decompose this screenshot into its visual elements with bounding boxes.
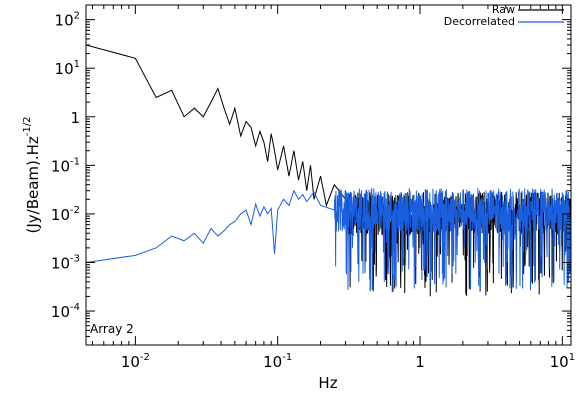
y-tick-label: 101 bbox=[55, 59, 80, 78]
y-tick-label: 1 bbox=[70, 109, 80, 127]
x-tick-label: 10-2 bbox=[121, 352, 150, 371]
plot-frame bbox=[85, 4, 572, 346]
array-annotation: Array 2 bbox=[90, 322, 134, 336]
legend-label-raw: Raw bbox=[492, 3, 515, 16]
y-axis-label-exponent: -1/2 bbox=[22, 116, 33, 136]
y-tick-label: 10-3 bbox=[51, 253, 80, 272]
legend: Raw Decorrelated bbox=[444, 3, 564, 28]
y-tick-label: 10-4 bbox=[51, 302, 80, 321]
y-tick-label: 10-1 bbox=[51, 156, 80, 175]
series-line-raw bbox=[86, 44, 571, 297]
legend-label-decorrelated: Decorrelated bbox=[444, 15, 515, 28]
y-axis-label-base: (Jy/Beam).Hz bbox=[24, 136, 42, 233]
x-tick-label: 1 bbox=[415, 353, 425, 371]
y-tick-label: 102 bbox=[55, 11, 80, 30]
series-line-decorrelated bbox=[86, 187, 571, 293]
x-tick-label: 101 bbox=[550, 352, 575, 371]
y-axis-label: (Jy/Beam).Hz-1/2 bbox=[22, 116, 42, 233]
x-axis-label: Hz bbox=[318, 374, 337, 392]
series-layer bbox=[86, 44, 571, 297]
ticks-layer bbox=[86, 4, 571, 346]
y-tick-label: 10-2 bbox=[51, 205, 80, 224]
labels-layer: 10-2 10-1 1 101 10-4 10-3 10-2 10-1 1 101 102 bbox=[51, 11, 575, 371]
y-axis-label-group: (Jy/Beam).Hz-1/2 bbox=[22, 116, 42, 233]
x-tick-label: 10-1 bbox=[263, 352, 292, 371]
